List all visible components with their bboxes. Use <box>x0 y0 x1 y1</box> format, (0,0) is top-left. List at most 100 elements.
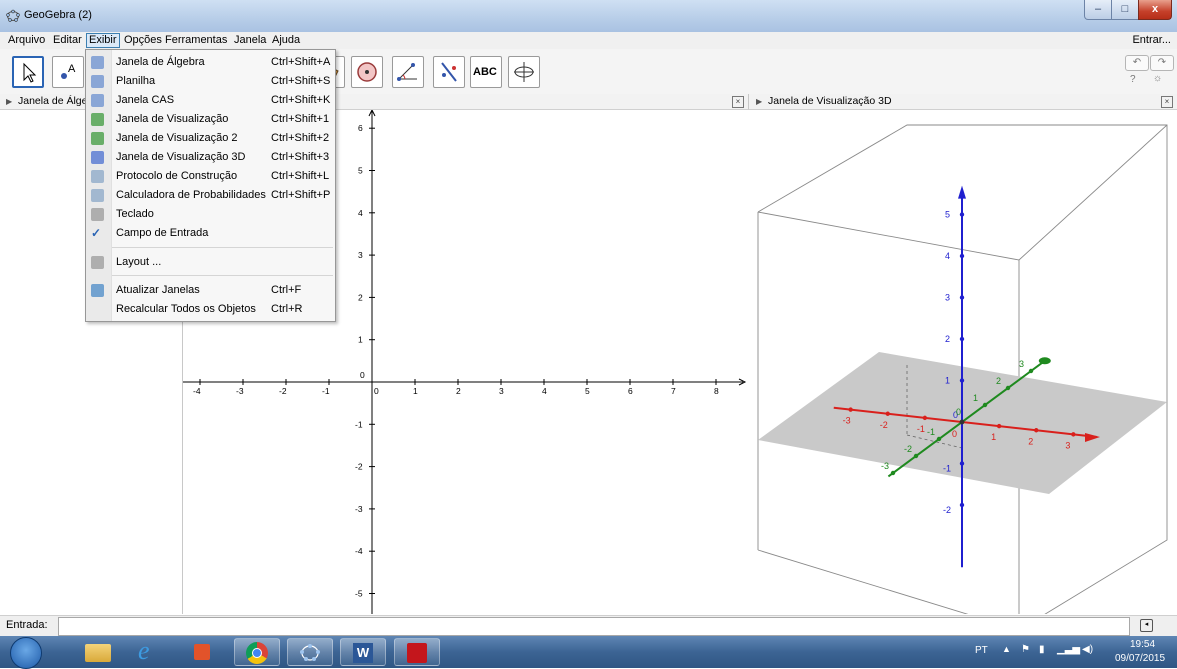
acrobat-icon[interactable] <box>394 638 440 666</box>
rotate-view-tool-button[interactable] <box>508 56 540 88</box>
z-tick-label: 2 <box>945 334 950 344</box>
menu-item-shortcut: Ctrl+Shift+3 <box>271 151 330 163</box>
expand-triangle-icon[interactable]: ▶ <box>6 97 13 106</box>
y-tick-label: -5 <box>355 589 363 599</box>
exibir-dropdown-menu: Janela de Álgebra Ctrl+Shift+A Planilha Ctr… <box>85 49 336 322</box>
x-axis-3d <box>833 406 1098 438</box>
x-tick-point <box>922 415 928 421</box>
graphics-view-2d[interactable]: -4 -3 -2 -1 0 1 2 3 4 5 6 7 8 6 5 4 3 2 1 -1 -2 -3 -4 -5 0 <box>183 110 748 614</box>
help-button[interactable]: ? <box>1130 74 1136 85</box>
menu-exibir[interactable]: Exibir <box>86 33 120 48</box>
z-tick-label: -2 <box>943 505 951 515</box>
menu-janela[interactable]: Janela <box>234 34 267 46</box>
y-tick-label-3d: 2 <box>996 376 1001 386</box>
x-axis-3d-arrow <box>1085 433 1100 442</box>
word-icon[interactable]: W <box>340 638 386 666</box>
x-tick-label: -3 <box>236 386 244 396</box>
z-tick-label: -1 <box>943 464 951 474</box>
action-center-flag-icon[interactable]: ⚑ <box>1021 644 1030 655</box>
reflect-line-icon <box>441 62 457 82</box>
menu-item-shortcut: Ctrl+R <box>271 303 303 315</box>
x-tick-label: 5 <box>585 386 590 396</box>
move-tool-button[interactable] <box>12 56 44 88</box>
text-tool-label: ABC <box>473 66 497 78</box>
x-tick-label: -4 <box>193 386 201 396</box>
menu-item-janela-de-visualização-3d[interactable]: Janela de Visualização 3D Ctrl+Shift+3 <box>86 148 335 167</box>
office-icon[interactable] <box>180 638 226 666</box>
maximize-button[interactable]: □ <box>1111 0 1139 20</box>
keyboard-icon <box>91 208 104 221</box>
menu-item-layout[interactable]: Layout ... <box>86 253 335 272</box>
close-graphics-view-icon[interactable]: × <box>732 96 744 108</box>
menu-item-janela-de-visualização[interactable]: Janela de Visualização Ctrl+Shift+1 <box>86 110 335 129</box>
z-tick-point <box>959 253 965 259</box>
x-tick-label-3d: -2 <box>880 420 888 430</box>
menu-ajuda[interactable]: Ajuda <box>272 34 301 46</box>
redo-button[interactable]: ↷ <box>1150 55 1174 71</box>
view3d-title: Janela de Visualização 3D <box>768 95 892 107</box>
menu-item-recalcular-todos-os-objetos[interactable]: Recalcular Todos os Objetos Ctrl+R <box>86 300 335 319</box>
y-axis-3d-arrow <box>1038 357 1051 365</box>
file-explorer-icon[interactable] <box>76 638 122 666</box>
angle-tool-button[interactable] <box>392 56 424 88</box>
menu-editar[interactable]: Editar <box>53 34 82 46</box>
menu-item-shortcut: Ctrl+Shift+2 <box>271 132 330 144</box>
menu-ferramentas[interactable]: Ferramentas <box>165 34 228 46</box>
network-signal-icon[interactable]: ▁▃▅ <box>1057 644 1081 655</box>
menu-item-planilha[interactable]: Planilha Ctrl+Shift+S <box>86 72 335 91</box>
z-tick-point <box>959 295 965 300</box>
start-orb-icon[interactable] <box>10 637 42 669</box>
input-field[interactable] <box>58 617 1130 636</box>
internet-explorer-icon[interactable]: e <box>138 636 150 665</box>
z-tick-point <box>959 336 965 342</box>
menu-item-label: Janela de Visualização 2 <box>116 132 238 144</box>
geogebra-taskbar-icon[interactable] <box>287 638 333 666</box>
input-help-icon[interactable]: ◂ <box>1140 619 1153 632</box>
chrome-icon[interactable] <box>234 638 280 666</box>
menu-item-label: Layout ... <box>116 256 162 268</box>
algebra-view-title: Janela de Álgebra <box>18 95 103 107</box>
undo-button[interactable]: ↶ <box>1125 55 1149 71</box>
y-tick-point <box>913 453 919 459</box>
origin-label-3d: 0 <box>953 410 958 420</box>
settings-icon[interactable]: ☼ <box>1153 73 1163 84</box>
circle-tool-button[interactable] <box>351 56 383 88</box>
volume-icon[interactable]: ◀) <box>1082 644 1094 655</box>
spreadsheet-icon <box>91 75 104 88</box>
close-button[interactable]: x <box>1138 0 1172 20</box>
power-icon[interactable]: ▮ <box>1039 644 1045 655</box>
point-tool-button[interactable]: A <box>52 56 84 88</box>
title-bar[interactable] <box>0 0 1177 32</box>
close-3d-view-icon[interactable]: × <box>1161 96 1173 108</box>
reflect-tool-button[interactable] <box>433 56 465 88</box>
y-axis-arrow <box>368 110 376 117</box>
menu-item-teclado[interactable]: Teclado <box>86 205 335 224</box>
menu-item-campo-de-entrada[interactable]: ✓ Campo de Entrada <box>86 224 335 243</box>
sign-in-link[interactable]: Entrar... <box>1132 34 1171 46</box>
view3d-header <box>748 94 1177 110</box>
language-indicator[interactable]: PT <box>975 645 988 656</box>
text-tool-button[interactable]: ABC <box>470 56 502 88</box>
clock-time[interactable]: 19:54 <box>1130 639 1156 650</box>
menu-item-label: Janela CAS <box>116 94 175 106</box>
expand-triangle-icon[interactable]: ▶ <box>756 97 763 106</box>
menu-item-janela-de-visualização-2[interactable]: Janela de Visualização 2 Ctrl+Shift+2 <box>86 129 335 148</box>
menu-arquivo[interactable]: Arquivo <box>8 34 46 46</box>
tray-expand-icon[interactable]: ▲ <box>1002 644 1011 654</box>
input-label: Entrada: <box>6 619 48 631</box>
origin-point-3d <box>959 419 965 425</box>
minimize-button[interactable]: – <box>1084 0 1112 20</box>
menu-item-protocolo-de-construção[interactable]: Protocolo de Construção Ctrl+Shift+L <box>86 167 335 186</box>
y-tick-label: 3 <box>358 250 363 260</box>
rotate-3d-icon <box>514 62 534 82</box>
menu-item-calculadora-de-probabilidades[interactable]: Calculadora de Probabilidades Ctrl+Shift+… <box>86 186 335 205</box>
clock-date[interactable]: 09/07/2015 <box>1115 653 1166 664</box>
y-tick-point <box>890 470 896 476</box>
y-tick-label: 2 <box>358 292 363 302</box>
menu-item-atualizar-janelas[interactable]: Atualizar Janelas Ctrl+F <box>86 281 335 300</box>
menu-item-janela-cas[interactable]: Janela CAS Ctrl+Shift+K <box>86 91 335 110</box>
menu-item-label: Janela de Visualização <box>116 113 229 125</box>
menu-opcoes[interactable]: Opções <box>124 34 162 46</box>
menu-item-janela-de-álgebra[interactable]: Janela de Álgebra Ctrl+Shift+A <box>86 53 335 72</box>
